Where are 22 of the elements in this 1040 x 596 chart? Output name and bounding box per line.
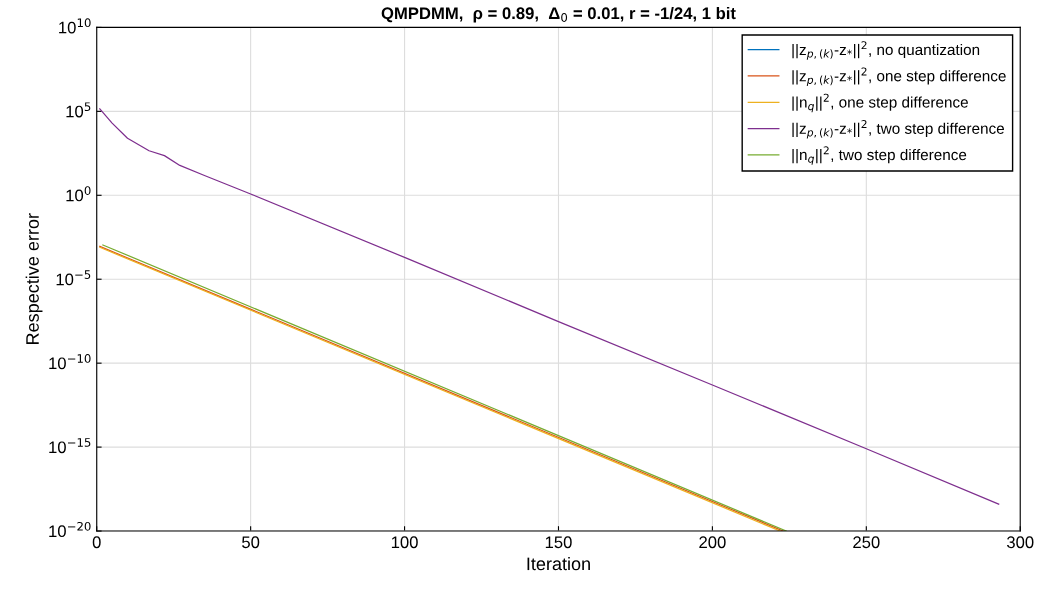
y-tick-label: 10$^{−5}$ [56,270,91,286]
x-tick-label: 100 [391,536,418,549]
x-axis-title: Iteration [527,556,590,571]
y-axis-title: Respective error [25,213,43,344]
legend-label: ||z$_{p,(k)}$-z$_{*}$||$^{2}$, one step difference [792,67,1006,86]
x-tick-label: 300 [1006,536,1034,549]
legend-label: ||n$_{q}$||$^{2}$, two step difference [792,146,967,165]
x-tick-label: 50 [242,536,260,549]
legend-label: ||z$_{p,(k)}$-z$_{*}$||$^{2}$, two step difference [792,120,1005,139]
x-tick-label: 200 [699,536,726,549]
legend-label: ||n$_{q}$||$^{2}$, one step difference [792,93,968,113]
chart-title: QMPDMM, ρ = 0.89, Δ$_{0}$ = 0.01, r = -1/24, 1 bit [381,6,736,23]
x-tick-label: 150 [545,536,572,549]
y-tick-label: 10$^{−10}$ [49,354,91,370]
x-tick-label: 250 [853,536,880,549]
y-tick-label: 10$^{0}$ [66,186,91,202]
y-tick-label: 10$^{5}$ [66,102,91,118]
legend-label: ||z$_{p,(k)}$-z$_{*}$||$^{2}$, no quantization [792,41,980,60]
y-tick-label: 10$^{−20}$ [49,521,91,538]
y-tick-label: 10$^{−15}$ [49,438,91,454]
x-tick-label: 0 [92,536,101,549]
y-tick-label: 10$^{10}$ [59,18,91,34]
